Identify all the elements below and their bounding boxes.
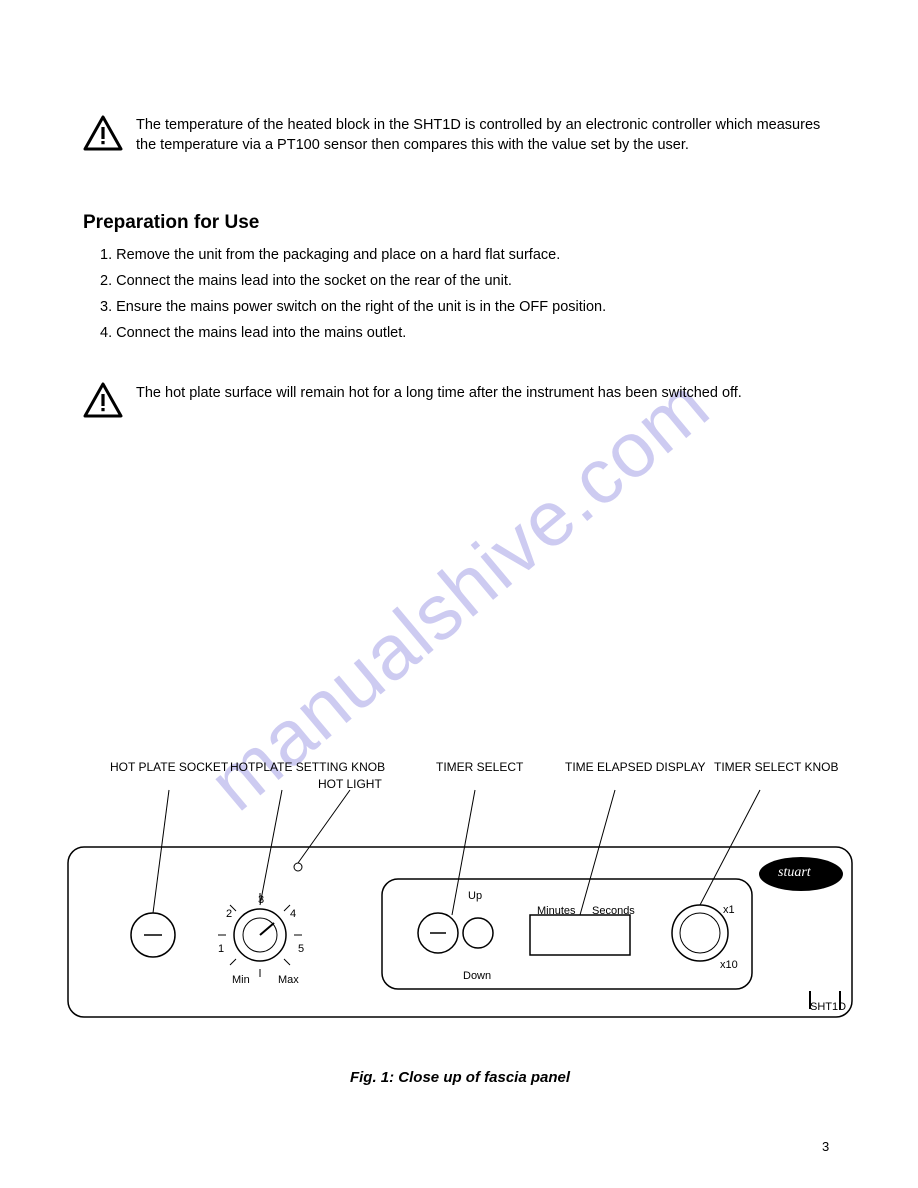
scale-1: 1 [218, 942, 224, 957]
scale-4: 4 [290, 907, 296, 922]
figure-caption: Fig. 1: Close up of fascia panel [340, 1068, 580, 1088]
timer-up: Up [468, 889, 482, 904]
timer-x10: x10 [720, 958, 738, 973]
warning-text-1: The temperature of the heated block in t… [136, 116, 822, 155]
warning-text-2: The hot plate surface will remain hot fo… [136, 384, 822, 404]
scale-3: 3 [258, 893, 264, 908]
label-elapsed-display: TIME ELAPSED DISPLAY [565, 759, 706, 775]
prep-step-4: 4. Connect the mains lead into the mains… [100, 324, 406, 344]
page-number: 3 [822, 1138, 829, 1156]
timer-seconds: Seconds [592, 904, 635, 919]
scale-max: Max [278, 973, 299, 988]
scale-5: 5 [298, 942, 304, 957]
timer-down: Down [463, 969, 491, 984]
scale-2: 2 [226, 907, 232, 922]
label-hotplate-knob: HOTPLATE SETTING KNOB [230, 759, 385, 775]
prep-step-1: 1. Remove the unit from the packaging an… [100, 246, 560, 266]
label-hot-light: HOT LIGHT [318, 776, 382, 792]
brand-badge-text: stuart [778, 864, 811, 883]
fascia-panel-diagram [60, 775, 860, 1055]
label-timer-knob: TIMER SELECT KNOB [714, 759, 838, 775]
timer-minutes: Minutes [537, 904, 576, 919]
scale-min: Min [232, 973, 250, 988]
prep-step-3: 3. Ensure the mains power switch on the … [100, 298, 606, 318]
label-hotplate-socket: HOT PLATE SOCKET [110, 759, 228, 775]
prep-step-2: 2. Connect the mains lead into the socke… [100, 272, 512, 292]
model-label: SHT1D [810, 1000, 846, 1015]
label-timer-select: TIMER SELECT [436, 759, 523, 775]
caution-icon [83, 382, 123, 418]
caution-icon [83, 115, 123, 151]
timer-x1: x1 [723, 903, 735, 918]
section-title-preparation: Preparation for Use [83, 210, 259, 236]
